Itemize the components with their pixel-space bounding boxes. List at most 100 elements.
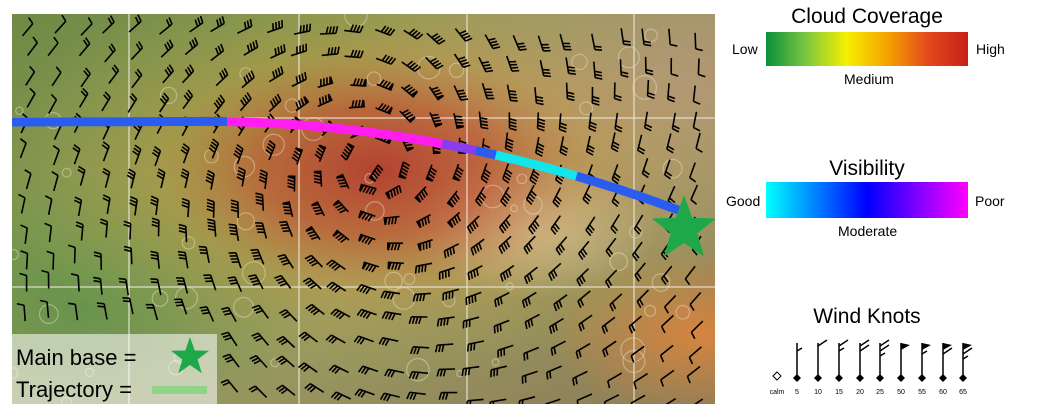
wind-barb [443,243,460,259]
wind-barb [375,54,397,65]
crater [523,195,543,215]
wind-barb [19,272,28,292]
wind-barb [198,245,210,264]
wind-barb [646,79,655,100]
wind-barb [375,102,394,115]
wind-barb [265,140,276,161]
wind-barb [484,34,501,50]
wind-barb [127,92,138,113]
wind-barb [454,28,473,42]
wind-barb [577,290,591,309]
wind-barb [75,221,84,241]
visibility-poor-label: Poor [975,193,1005,209]
wind-barb [282,201,294,217]
wind-barb [248,274,264,290]
wind-barb [358,183,377,196]
wind-barb [255,192,265,211]
crater [15,106,24,116]
wind-barb [434,343,454,353]
wind-barb [118,277,129,296]
wind-barb [297,362,318,373]
wind-barb [357,233,376,245]
wind-barb [332,199,349,214]
wind-barb [52,145,60,166]
wind-barb [499,214,511,234]
wind-barb [101,141,110,162]
wind-barb [129,195,138,216]
wind-barb [572,370,588,386]
wind-barb [41,269,50,289]
wind-barb [96,302,108,320]
wind-barb [241,70,255,89]
wind-knot-label: 55 [918,389,926,396]
main-base-star[interactable] [651,195,717,257]
wind-knot-label: 5 [795,389,799,396]
wind-barb [689,162,697,183]
cloud-coverage-colorbar [766,32,968,66]
trajectory-legend-label: Trajectory = [16,377,132,402]
wind-barb [605,237,617,258]
wind-barb [548,262,562,281]
crater [364,173,376,184]
wind-barb [552,187,562,208]
wind-knot-label: 50 [897,389,905,396]
wind-barb [659,344,674,363]
wind-barb [548,317,564,335]
wind-barb [20,250,29,270]
wind-barb [481,82,495,100]
wind-barb [399,109,416,124]
wind-barb [291,71,307,88]
wind-barb [357,365,379,375]
wind-knot-label: 25 [876,389,884,396]
cloud-medium-label: Medium [844,71,894,87]
wind-barb [438,266,456,280]
wind-barb [101,91,111,112]
wind-barb [277,253,294,269]
cloud-low-label: Low [732,41,758,57]
wind-barb [521,370,538,384]
wind-barb [575,342,591,359]
wind-barb [633,214,644,235]
crater [159,86,178,105]
wind-knot-symbol [772,371,782,381]
wind-barb [319,26,339,35]
wind-barb [67,244,76,264]
wind-barb [559,33,572,51]
wind-barb [660,369,675,387]
wind-barb [251,332,270,346]
wind-barb [344,49,364,59]
wind-barb [559,136,569,157]
wind-barb [210,43,225,62]
wind-barb [684,265,696,286]
map-canvas[interactable]: Main base = Trajectory = [5,3,717,414]
main-base-legend-label: Main base = [16,345,136,370]
wind-barb [291,147,304,165]
wind-barb [356,308,377,320]
wind-barb [156,168,166,189]
wind-barb [26,87,36,108]
wind-barb [386,242,404,251]
wind-barb [692,85,701,105]
wind-barb [356,284,377,295]
visibility-colorbar [766,182,968,218]
wind-barb [400,84,419,98]
wind-barb [325,334,346,344]
wind-barb [222,353,240,368]
wind-barb [236,166,246,187]
wind-barb [304,254,323,268]
wind-barb [414,186,429,204]
wind-barb [536,112,546,132]
wind-barb [51,171,59,192]
wind-barb [663,294,677,314]
crater [632,75,658,100]
wind-knot-symbol [918,343,931,382]
wind-barb [381,311,402,321]
wind-barb [108,64,120,84]
wind-barb [72,144,81,165]
wind-barb [151,145,162,167]
wind-barb [668,28,678,47]
wind-barb [213,94,226,115]
map-panel[interactable]: Main base = Trajectory = [5,3,717,414]
wind-barb [523,266,538,285]
wind-barb [521,291,537,309]
